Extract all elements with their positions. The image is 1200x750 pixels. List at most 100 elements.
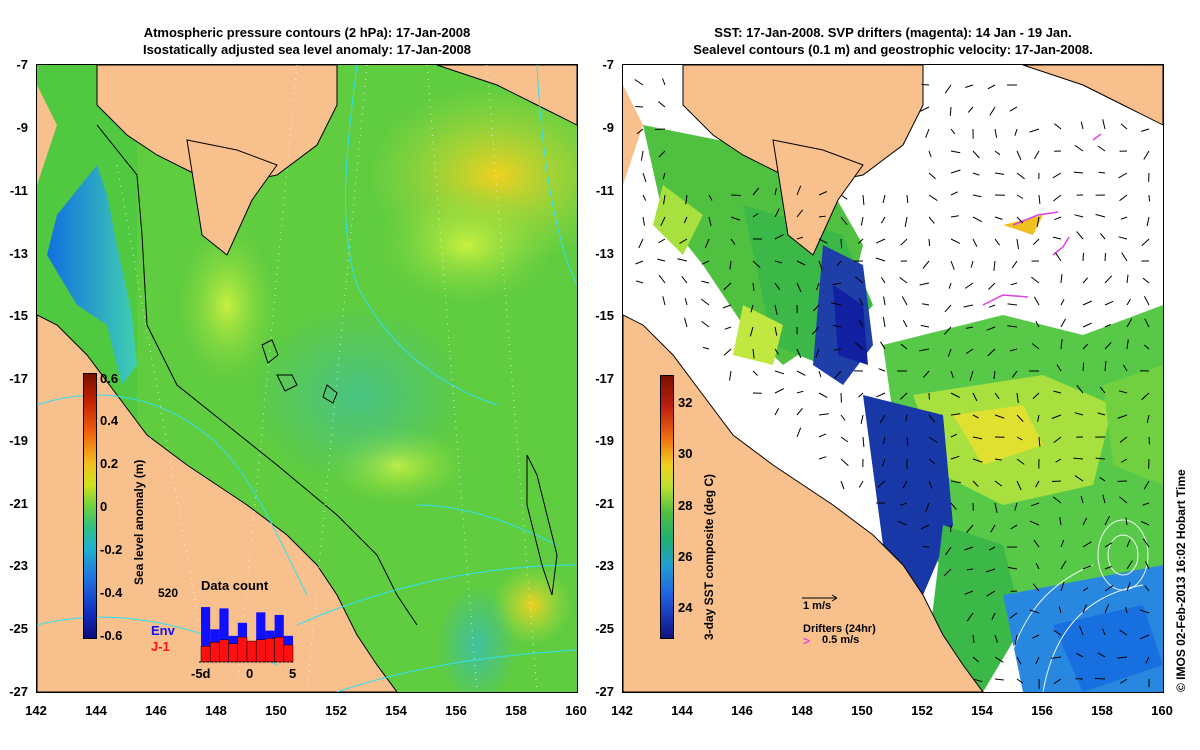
velocity-arrow bbox=[1053, 629, 1062, 636]
velocity-arrow bbox=[875, 238, 886, 244]
velocity-arrow bbox=[1014, 128, 1018, 136]
velocity-arrow bbox=[752, 348, 755, 359]
velocity-arrow bbox=[663, 194, 666, 205]
velocity-arrow bbox=[1016, 216, 1024, 224]
velocity-arrow bbox=[1056, 364, 1062, 372]
velocity-arrow bbox=[897, 520, 908, 526]
velocity-arrow bbox=[642, 172, 647, 182]
velocity-arrow bbox=[900, 502, 908, 506]
colorbar-tick: 24 bbox=[678, 600, 693, 615]
velocity-arrow bbox=[1016, 436, 1023, 441]
velocity-arrow bbox=[921, 83, 930, 86]
velocity-arrow bbox=[1060, 560, 1067, 570]
velocity-arrow bbox=[1051, 414, 1062, 419]
velocity-arrow bbox=[683, 216, 688, 224]
velocity-arrow bbox=[1074, 412, 1084, 416]
velocity-arrow bbox=[1141, 238, 1150, 247]
velocity-arrow bbox=[774, 348, 780, 355]
velocity-arrow bbox=[1119, 629, 1128, 636]
velocity-arrow bbox=[948, 282, 952, 289]
velocity-arrow bbox=[944, 304, 952, 313]
velocity-arrow bbox=[677, 258, 688, 262]
velocity-arrow bbox=[928, 414, 936, 423]
velocity-arrow bbox=[1082, 587, 1089, 592]
y-tick-label: -15 bbox=[595, 308, 614, 323]
velocity-arrow bbox=[752, 260, 761, 269]
velocity-arrow bbox=[708, 194, 713, 201]
velocity-arrow bbox=[730, 216, 741, 221]
velocity-arrow bbox=[920, 324, 930, 328]
velocity-arrow bbox=[1033, 296, 1040, 306]
velocity-arrow bbox=[701, 280, 710, 284]
velocity-arrow bbox=[1126, 539, 1131, 548]
velocity-arrow bbox=[1035, 480, 1040, 488]
y-tick-label: -19 bbox=[9, 433, 28, 448]
data-count-title: Data count bbox=[201, 578, 269, 593]
velocity-arrow bbox=[1097, 412, 1106, 416]
velocity-arrow bbox=[1126, 582, 1131, 592]
velocity-arrow bbox=[920, 524, 930, 530]
velocity-arrow bbox=[1126, 560, 1133, 570]
velocity-arrow bbox=[858, 298, 864, 306]
y-tick-label: -25 bbox=[9, 621, 28, 636]
velocity-arrow bbox=[1097, 145, 1106, 152]
velocity-arrow bbox=[722, 304, 732, 309]
credit-text: © IMOS 02-Feb-2013 16:02 Hobart Time bbox=[1174, 469, 1188, 692]
right-title-line1: SST: 17-Jan-2008. SVP drifters (magenta)… bbox=[714, 25, 1072, 40]
velocity-arrow bbox=[989, 106, 996, 116]
velocity-arrow bbox=[1139, 609, 1150, 614]
x-tick-label: 146 bbox=[145, 703, 167, 718]
velocity-arrow bbox=[831, 302, 842, 306]
velocity-arrow bbox=[818, 456, 827, 460]
velocity-arrow bbox=[1126, 274, 1129, 284]
right-map-panel bbox=[622, 64, 1164, 693]
y-tick-label: -19 bbox=[595, 433, 614, 448]
velocity-arrow bbox=[1014, 634, 1018, 645]
velocity-arrow bbox=[994, 216, 1003, 220]
j1-bar bbox=[283, 644, 294, 663]
velocity-arrow bbox=[774, 370, 785, 375]
velocity-arrow bbox=[1104, 324, 1111, 328]
velocity-arrow bbox=[972, 436, 983, 440]
velocity-arrow bbox=[730, 194, 741, 196]
velocity-arrow bbox=[818, 215, 826, 218]
velocity-arrow bbox=[1097, 652, 1106, 658]
velocity-arrow bbox=[899, 392, 908, 400]
velocity-arrow bbox=[858, 319, 864, 328]
velocity-arrow bbox=[965, 326, 974, 329]
velocity-arrow bbox=[972, 172, 980, 176]
velocity-arrow bbox=[1053, 678, 1062, 685]
velocity-arrow bbox=[882, 436, 886, 445]
velocity-arrow bbox=[1126, 298, 1131, 306]
velocity-arrow bbox=[634, 79, 644, 86]
y-tick-label: -23 bbox=[9, 558, 28, 573]
velocity-arrow bbox=[988, 282, 996, 290]
x-tick-label: 142 bbox=[25, 703, 47, 718]
velocity-arrow bbox=[950, 260, 955, 270]
velocity-arrow bbox=[972, 458, 983, 463]
velocity-arrow bbox=[1142, 502, 1150, 506]
velocity-arrow bbox=[1144, 585, 1150, 592]
y-tick-label: -15 bbox=[9, 308, 28, 323]
x-tick-label: 154 bbox=[385, 703, 407, 718]
x-tick-label: 148 bbox=[205, 703, 227, 718]
j1-bar bbox=[219, 639, 229, 663]
velocity-arrow bbox=[684, 317, 688, 328]
velocity-arrow bbox=[1038, 436, 1041, 447]
velocity-arrow bbox=[1140, 128, 1150, 132]
velocity-arrow bbox=[1032, 392, 1040, 400]
velocity-arrow bbox=[1104, 515, 1111, 526]
velocity-arrow bbox=[1032, 583, 1040, 592]
y-tick-label: -25 bbox=[595, 621, 614, 636]
velocity-arrow bbox=[1141, 392, 1150, 401]
velocity-arrow bbox=[994, 172, 1005, 175]
velocity-arrow bbox=[972, 150, 980, 159]
velocity-arrow bbox=[1104, 604, 1110, 614]
velocity-arrow bbox=[840, 194, 848, 200]
drifters-label: Drifters (24hr) bbox=[803, 623, 876, 635]
velocity-arrow bbox=[928, 458, 935, 465]
velocity-arrow bbox=[986, 326, 996, 331]
velocity-arrow bbox=[1117, 656, 1128, 659]
velocity-arrow bbox=[1102, 628, 1106, 636]
velocity-arrow bbox=[1036, 216, 1040, 227]
